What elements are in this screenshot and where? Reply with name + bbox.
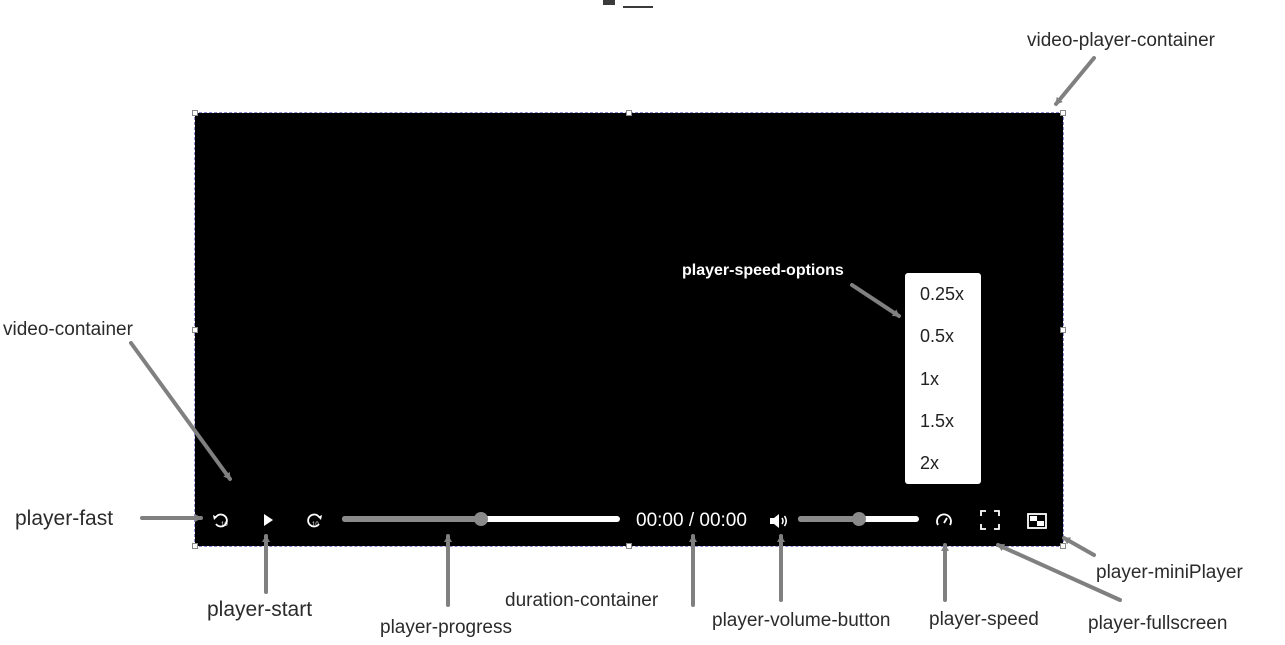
selection-handle [1060,543,1066,549]
selection-handle [626,110,632,116]
speed-option[interactable]: 0.25x [920,284,965,304]
player-start[interactable] [257,509,279,531]
player-volume-button[interactable] [768,510,790,532]
label-player-miniplayer: player-miniPlayer [1096,562,1243,583]
play-icon [264,514,273,526]
video-player-container: player-speed-options 0.25x 0.5x 1x 1.5x … [192,110,1066,549]
label-player-start: player-start [207,598,313,621]
arrow-video-container [129,341,232,481]
label-player-fast: player-fast [15,507,114,530]
miniplayer-icon [1027,513,1047,529]
selection-handle [1060,110,1066,116]
label-duration-container: duration-container [505,590,659,611]
label-player-progress: player-progress [380,617,512,638]
label-player-fullscreen: player-fullscreen [1088,613,1228,634]
rewind-10-icon: 10 [213,513,228,528]
selection-handle [192,543,198,549]
svg-text:10: 10 [221,522,228,528]
arrow-player-miniplayer [1062,536,1096,557]
volume-icon [770,514,788,528]
fullscreen-icon [980,510,1000,530]
duration-container: 00:00 / 00:00 [636,510,747,531]
speed-option[interactable]: 2x [920,453,940,473]
arrow-player-speed-options [850,283,901,318]
speed-option[interactable]: 0.5x [920,326,955,346]
speed-option[interactable]: 1.5x [920,411,955,431]
speed-option[interactable]: 1x [920,369,940,389]
selection-handle [192,327,198,333]
player-fast[interactable]: 10 [210,509,232,531]
label-video-container: video-container [3,319,133,340]
volume-level [798,516,859,522]
arrow-video-player-container [1054,56,1096,106]
svg-text:10: 10 [312,522,319,528]
player-forward[interactable]: 10 [303,509,325,531]
player-speed[interactable] [933,510,955,532]
player-miniPlayer[interactable] [1025,510,1049,532]
selection-handle [1060,327,1066,333]
forward-10-icon: 10 [307,513,322,528]
arrow-player-fullscreen [996,543,1122,602]
selection-handle [192,110,198,116]
label-player-speed-options: player-speed-options [682,262,844,279]
volume-slider[interactable] [798,512,919,526]
label-player-speed: player-speed [929,609,1039,630]
player-fullscreen[interactable] [978,508,1002,532]
cropped-heading-fragment [603,0,659,8]
volume-thumb[interactable] [851,512,866,526]
speedometer-icon [936,513,952,526]
selection-handle [626,543,632,549]
player-progress[interactable] [342,512,620,526]
label-video-player-container: video-player-container [1027,30,1215,51]
progress-played [342,516,481,522]
progress-thumb[interactable] [474,512,488,526]
label-player-volume-button: player-volume-button [712,610,891,631]
player-speed-options: 0.25x 0.5x 1x 1.5x 2x [905,273,981,484]
